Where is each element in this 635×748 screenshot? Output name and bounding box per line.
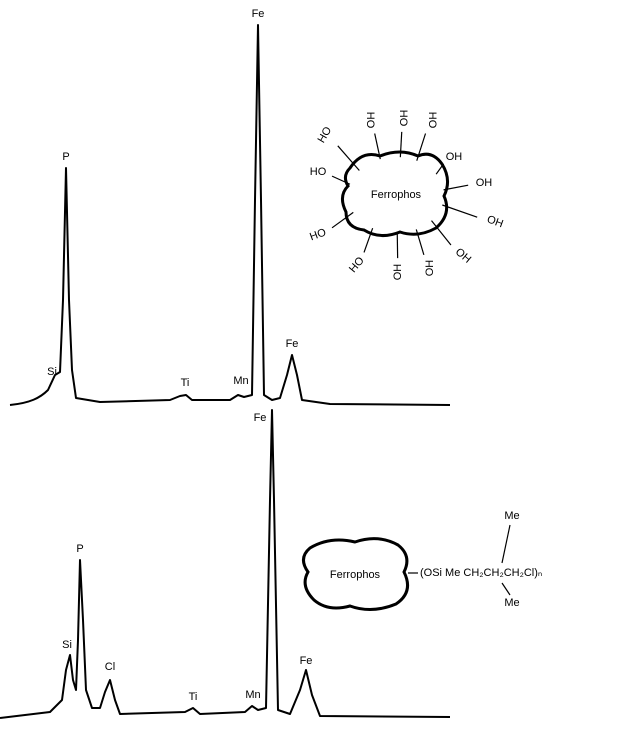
peak-label: P <box>62 151 69 163</box>
bond <box>431 220 452 246</box>
peak-label: P <box>76 543 83 555</box>
bond <box>331 175 351 185</box>
particle-bottom <box>302 537 410 611</box>
spectrum-top <box>9 24 451 406</box>
hydroxyl-label: HO <box>426 112 438 129</box>
hydroxyl-label: HO <box>310 166 327 178</box>
bond <box>363 227 374 253</box>
particle-label: Ferrophos <box>330 569 381 581</box>
bond <box>331 211 354 229</box>
hydroxyl-label: HO <box>347 254 367 275</box>
bond <box>416 133 427 161</box>
hydroxyl-label: OH <box>485 213 505 230</box>
peak-label: Cl <box>105 661 115 673</box>
bond <box>374 133 381 160</box>
spectrum-bottom <box>0 409 451 719</box>
peak-label: Mn <box>245 689 260 701</box>
peak-label: Fe <box>252 8 265 20</box>
bond <box>337 145 360 171</box>
methyl-label: Me <box>504 510 519 522</box>
bond <box>442 204 478 218</box>
peak-label: Fe <box>286 338 299 350</box>
hydroxyl-label: OH <box>453 246 473 266</box>
peak-label: Ti <box>189 691 198 703</box>
hydroxyl-label: OH <box>476 177 493 189</box>
hydroxyl-label: OH <box>424 260 436 277</box>
peak-label: Si <box>62 639 72 651</box>
peak-label: Mn <box>233 375 248 387</box>
hydroxyl-label: HO <box>308 226 328 243</box>
peak-label: Si <box>47 366 57 378</box>
methyl-label: Me <box>504 597 519 609</box>
peak-label: Ti <box>181 377 190 389</box>
hydroxyl-label: HO <box>316 124 335 145</box>
hydroxyl-label: OH <box>446 151 463 163</box>
bond <box>415 229 425 256</box>
peak-label: Fe <box>254 412 267 424</box>
hydroxyl-label: HO <box>397 110 409 127</box>
bond <box>443 184 469 191</box>
bond <box>501 582 511 596</box>
bond <box>501 524 511 564</box>
peak-label: Fe <box>300 655 313 667</box>
particle-top <box>341 150 449 237</box>
chain-label: (OSi Me CH₂CH₂CH₂Cl)ₙ <box>420 567 542 579</box>
bond <box>435 163 445 175</box>
bond <box>399 131 403 158</box>
particle-label: Ferrophos <box>371 189 422 201</box>
hydroxyl-label: HO <box>364 112 376 129</box>
hydroxyl-label: OH <box>392 264 404 281</box>
